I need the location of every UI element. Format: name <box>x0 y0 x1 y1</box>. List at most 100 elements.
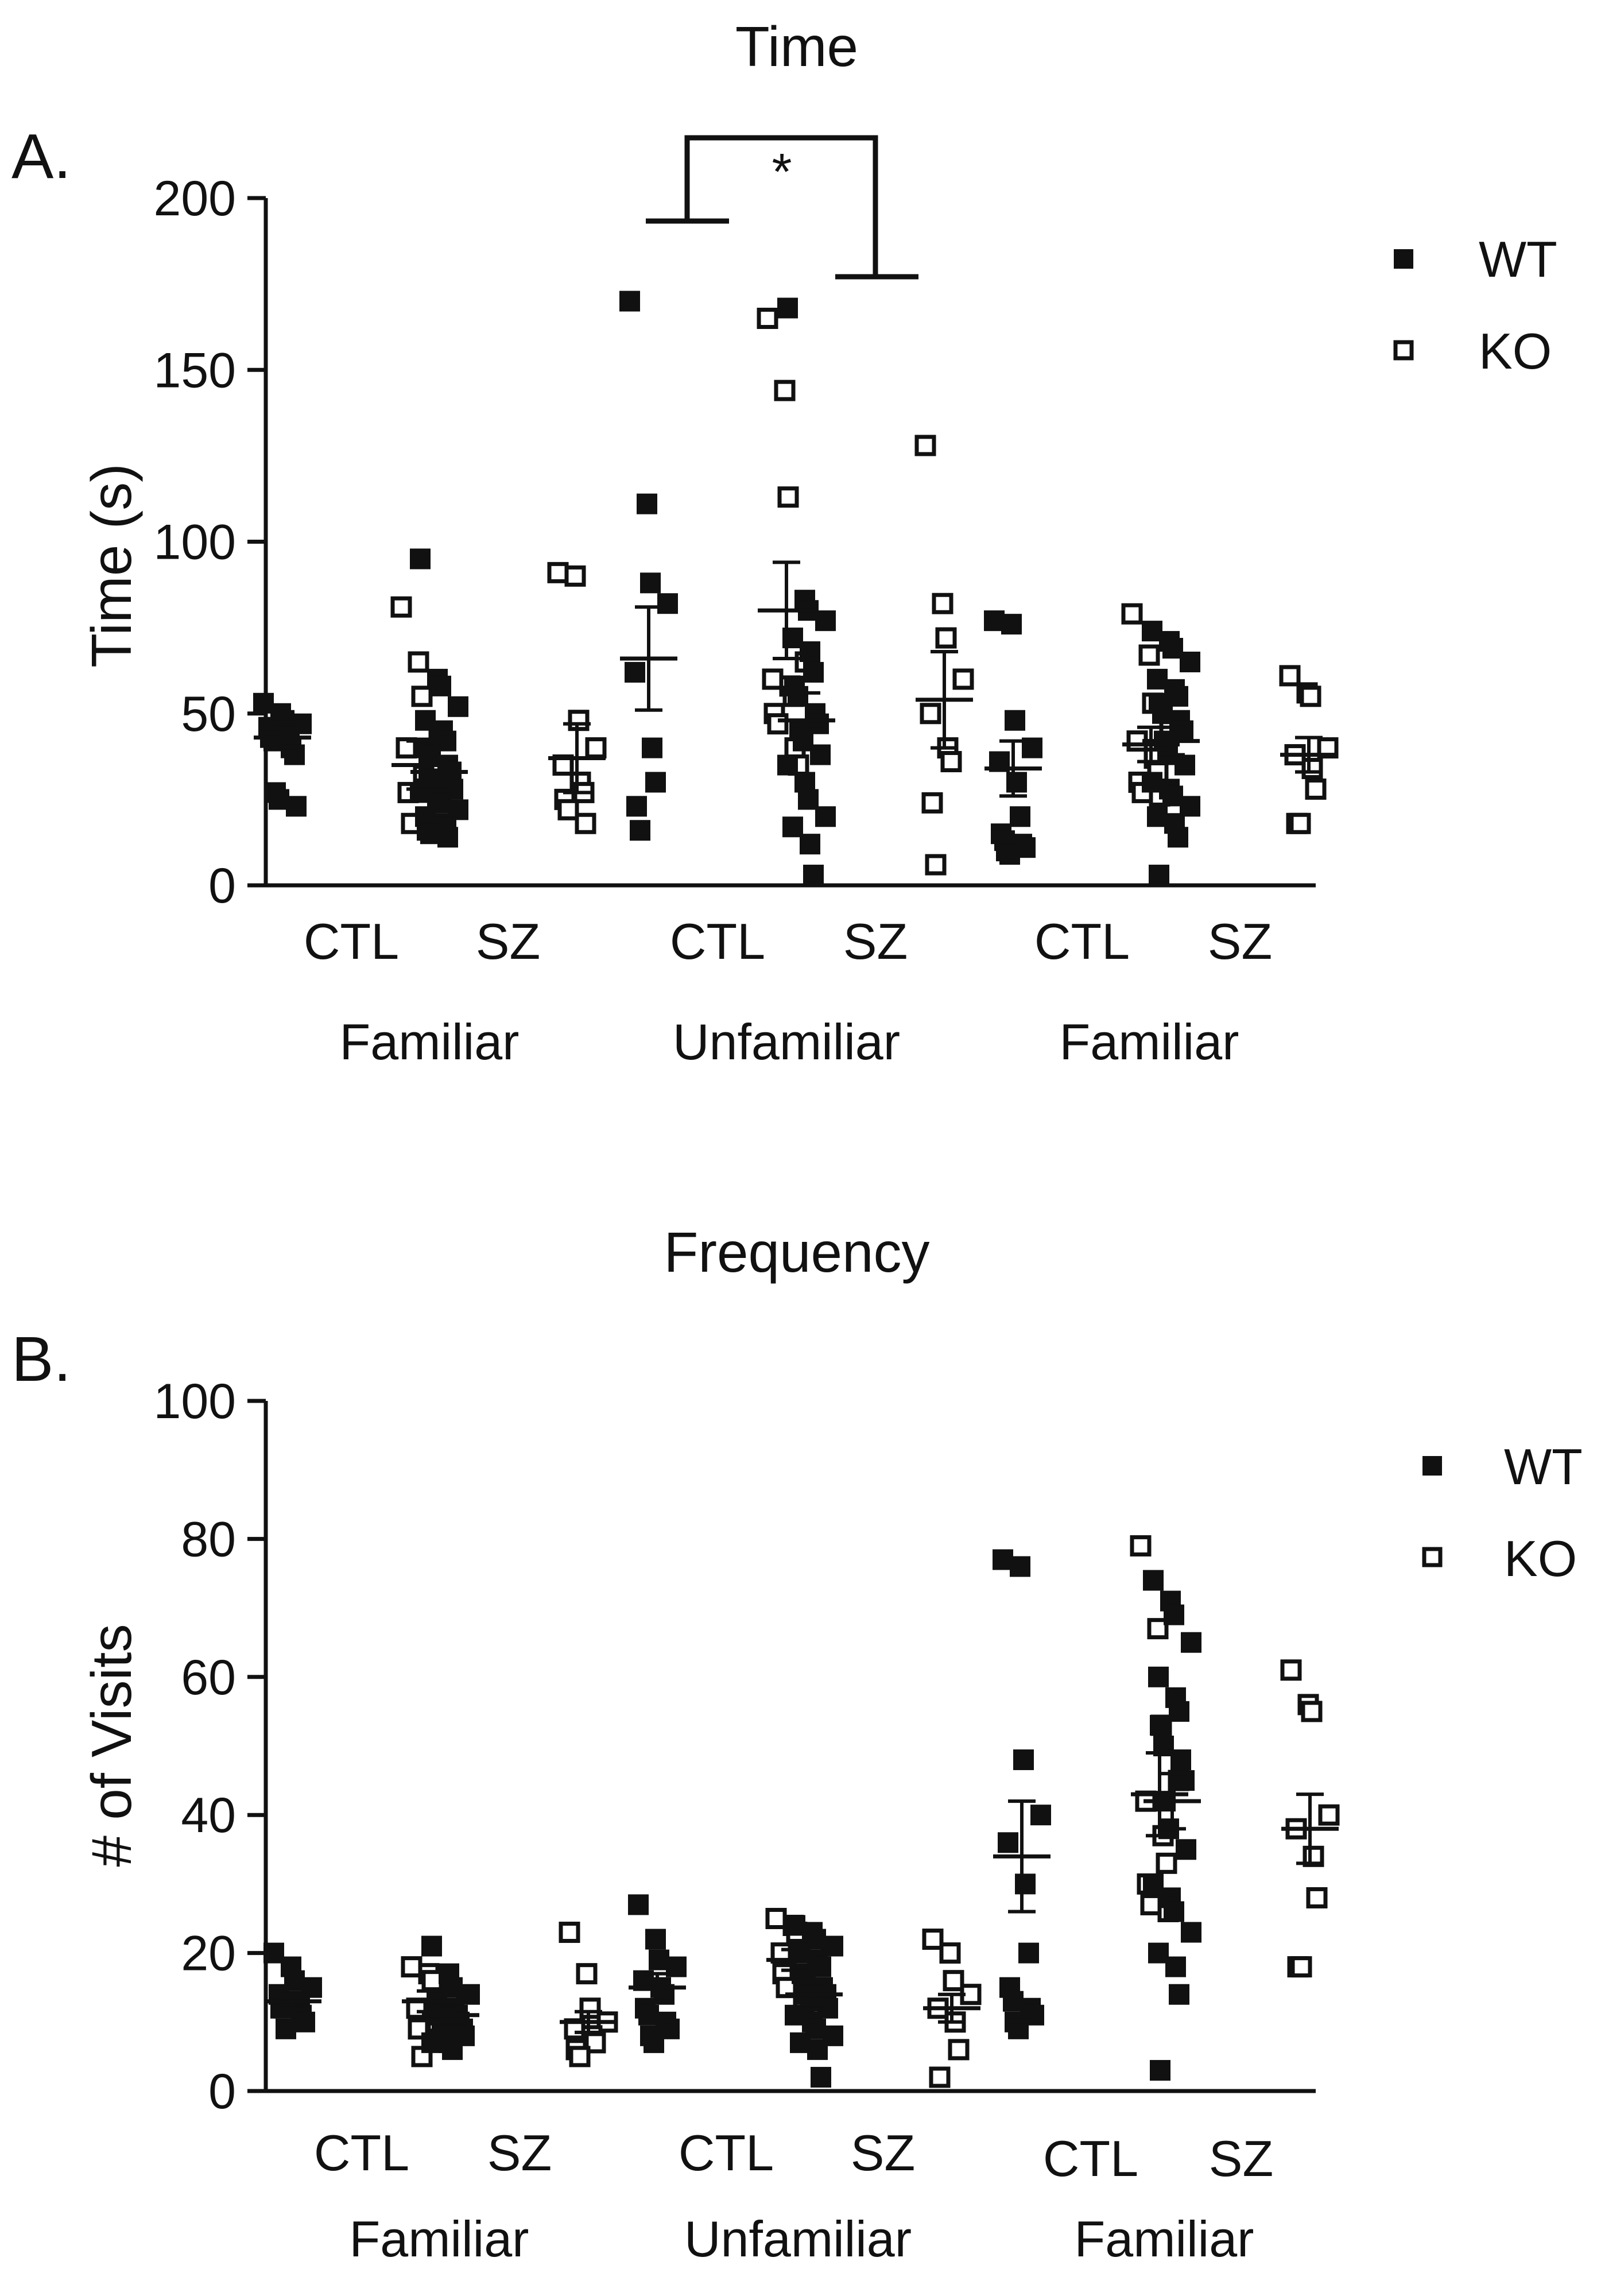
ko-data-point <box>579 1997 601 2019</box>
panel-b-legend: WT KO <box>1422 1438 1583 1587</box>
legend-wt-label: WT <box>1479 231 1557 288</box>
ko-data-point <box>559 1922 580 1943</box>
ko-data-point <box>914 435 936 456</box>
ko-data-point <box>757 307 778 329</box>
ko-data-point <box>767 713 789 735</box>
ko-data-point <box>408 651 429 673</box>
wt-data-point <box>1143 1570 1164 1591</box>
panel-b-condition-label: Unfamiliar <box>684 2210 912 2267</box>
panel-b-x-tick-label: SZ <box>487 2124 552 2181</box>
wt-data-point <box>1164 1901 1184 1922</box>
y-tick-label: 60 <box>181 1650 236 1705</box>
ko-data-point <box>421 1970 443 1992</box>
ko-data-point <box>929 2066 951 2088</box>
panel-a-x-tick-label: CTL <box>1034 913 1130 970</box>
ko-data-point <box>935 627 957 649</box>
y-tick-label: 40 <box>181 1788 236 1843</box>
ko-data-point <box>925 854 947 876</box>
y-tick-label: 0 <box>208 2064 236 2119</box>
panel-a-error-bars <box>254 560 1338 798</box>
panel-b-ylabel: # of Visits <box>80 1624 143 1867</box>
wt-data-point <box>642 737 662 758</box>
wt-data-point <box>1180 651 1200 672</box>
panel-b-label: B. <box>11 1324 71 1395</box>
ko-data-point <box>564 565 586 587</box>
wt-data-point <box>640 572 661 594</box>
significance-bracket <box>646 135 918 280</box>
ko-data-point <box>576 1963 598 1985</box>
wt-data-point <box>1150 2059 1170 2081</box>
ko-data-point <box>1138 644 1160 666</box>
ko-data-point <box>765 1908 787 1929</box>
wt-data-point <box>625 661 645 683</box>
panel-b-condition-label: Familiar <box>350 2210 529 2267</box>
ko-data-point <box>1147 1618 1169 1640</box>
ko-data-point <box>1156 1852 1177 1874</box>
panel-a-title: Time <box>735 15 858 78</box>
wt-data-point <box>619 291 640 312</box>
legend-ko-label: KO <box>1504 1530 1577 1587</box>
wt-data-point <box>294 2011 315 2032</box>
wt-data-point <box>637 493 657 514</box>
panel-a-x-tick-label: CTL <box>304 913 399 970</box>
ko-data-point <box>1300 686 1321 707</box>
wt-data-point <box>448 696 468 717</box>
wt-data-point <box>1173 720 1193 741</box>
ko-data-point <box>922 1929 944 1950</box>
y-tick-label: 80 <box>181 1512 236 1567</box>
panel-b-x-tick-label: CTL <box>314 2124 409 2181</box>
panel-b-x-tick-label: SZ <box>851 2124 915 2181</box>
ko-data-point <box>1306 1887 1328 1908</box>
panel-b-title: Frequency <box>664 1221 929 1284</box>
significance-star: * <box>772 144 792 201</box>
legend-wt-marker <box>1394 249 1413 269</box>
legend-ko-marker <box>1393 340 1414 361</box>
y-tick-label: 200 <box>154 171 237 226</box>
wt-data-point <box>276 2018 296 2039</box>
ko-data-point <box>932 593 953 614</box>
y-tick-label: 20 <box>181 1926 236 1981</box>
ko-data-point <box>1305 778 1327 800</box>
wt-data-point <box>803 865 824 886</box>
panel-a-condition-label: Familiar <box>1060 1013 1239 1070</box>
wt-data-point <box>1001 614 1022 635</box>
legend-ko-marker <box>1422 1547 1443 1567</box>
ko-data-point <box>569 2046 591 2067</box>
panel-a-x-tick-label: SZ <box>476 913 540 970</box>
ko-data-point <box>939 1942 961 1964</box>
ko-data-point <box>940 751 962 773</box>
ko-data-point <box>411 686 433 707</box>
wt-data-point <box>437 827 458 848</box>
wt-data-point <box>1149 865 1169 886</box>
ko-data-point <box>1279 665 1301 687</box>
wt-data-point <box>442 2039 463 2060</box>
wt-data-point <box>777 297 798 319</box>
wt-data-point <box>1176 1839 1196 1860</box>
panel-a: A. Time Time (s) 0 50 100 150 200 CTL SZ CTL… <box>11 15 1557 1070</box>
panel-a-label: A. <box>11 121 71 192</box>
panel-a-condition-label: Familiar <box>340 1013 520 1070</box>
ko-data-point <box>774 380 796 401</box>
wt-data-point <box>1015 1873 1036 1895</box>
wt-data-point <box>815 806 836 827</box>
ko-data-point <box>1301 758 1323 780</box>
panel-a-x-tick-label: CTL <box>670 913 765 970</box>
wt-data-point <box>1170 1749 1191 1771</box>
wt-data-point <box>645 1929 666 1950</box>
panel-a-x-tick-label: SZ <box>843 913 908 970</box>
wt-data-point <box>645 772 666 793</box>
ko-data-point <box>1130 1535 1152 1557</box>
panel-b-condition-label: Familiar <box>1075 2210 1254 2267</box>
y-tick-label: 100 <box>154 1374 237 1429</box>
ko-data-point <box>1318 1804 1340 1826</box>
wt-data-point <box>1150 1714 1170 1736</box>
legend-wt-label: WT <box>1504 1438 1583 1495</box>
y-tick-label: 100 <box>154 515 237 570</box>
wt-data-point <box>998 1832 1018 1853</box>
wt-data-point <box>657 593 678 614</box>
ko-data-point <box>920 703 941 725</box>
ko-data-point <box>952 668 974 690</box>
panel-b-x-tick-label: CTL <box>1043 2130 1138 2187</box>
wt-data-point <box>1030 1805 1051 1826</box>
